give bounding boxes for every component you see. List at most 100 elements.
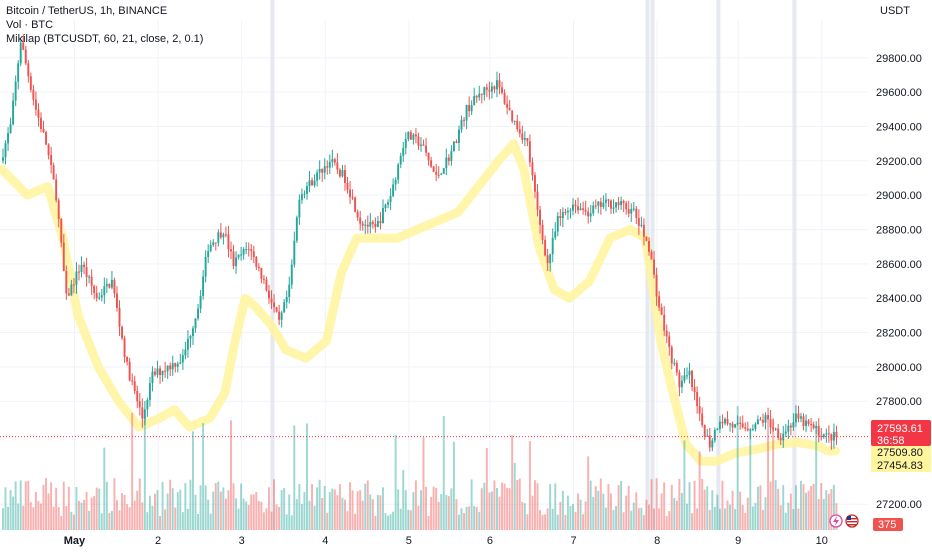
candle-body — [214, 242, 217, 244]
volume-bar — [306, 423, 308, 530]
candle-body — [718, 421, 721, 430]
candle-body — [141, 407, 144, 419]
volume-bar — [594, 486, 597, 530]
volume-bar — [749, 428, 752, 530]
candle-body — [640, 224, 643, 226]
candle-body — [526, 137, 529, 142]
volume-bar — [392, 511, 395, 530]
candle-body — [463, 119, 465, 121]
candle-body — [544, 239, 547, 256]
volume-bar — [2, 508, 4, 530]
candle-body — [597, 201, 600, 206]
volume-bar — [262, 512, 265, 530]
candle-body — [792, 422, 795, 428]
volume-bar — [156, 490, 159, 530]
volume-bar — [341, 497, 344, 530]
candle-body — [65, 271, 68, 294]
candle-body — [143, 409, 146, 419]
price-tick-label: 29800.00 — [876, 53, 922, 65]
candle-body — [338, 169, 341, 177]
candle-body — [176, 363, 179, 367]
candle-body — [539, 209, 541, 225]
candle-body — [414, 134, 417, 137]
volume-bar — [691, 513, 693, 530]
volume-bar — [207, 499, 210, 530]
volume-bar — [764, 497, 767, 530]
volume-bar — [490, 491, 493, 530]
candle-body — [784, 431, 787, 434]
symbol-title[interactable]: Bitcoin / TetherUS, 1h, BINANCE — [6, 5, 168, 17]
volume-bar — [192, 431, 194, 530]
volume-bar — [432, 486, 435, 530]
candle-body — [4, 143, 7, 158]
volume-bar — [161, 481, 164, 530]
time-tick-label: 9 — [735, 535, 741, 547]
volume-bar — [189, 479, 192, 530]
volume-bar — [273, 479, 275, 530]
volume-bar — [597, 490, 600, 530]
volume-bar — [501, 482, 503, 530]
candle-body — [349, 189, 351, 198]
candle-body — [440, 173, 443, 175]
volume-bar — [708, 510, 711, 530]
last-price-value: 27593.61 — [877, 423, 923, 435]
volume-bar — [412, 492, 415, 530]
volume-bars — [2, 406, 838, 530]
candle-body — [133, 381, 136, 391]
volume-bar — [721, 480, 724, 530]
candle-body — [303, 193, 306, 195]
volume-bar — [128, 507, 131, 530]
volume-bar — [754, 502, 757, 530]
candle-body — [121, 326, 123, 339]
candle-body — [387, 202, 389, 205]
candle-body — [549, 254, 552, 264]
volume-bar — [627, 485, 630, 530]
volume-bar — [42, 484, 45, 530]
candle-body — [336, 162, 339, 170]
candle-body — [19, 42, 22, 64]
volume-bar — [541, 514, 544, 530]
volume-bar — [55, 487, 58, 530]
candle-body — [217, 232, 220, 243]
candle-body — [128, 361, 131, 381]
candle-body — [435, 171, 438, 175]
candle-body — [589, 213, 592, 217]
candle-body — [354, 197, 357, 212]
volume-bar — [417, 505, 420, 530]
candle-body — [222, 234, 225, 238]
volume-bar — [227, 490, 230, 530]
candle-body — [326, 166, 329, 168]
candle-body — [12, 100, 15, 125]
volume-bar — [27, 480, 30, 530]
candle-body — [574, 204, 577, 207]
volume-bar — [645, 499, 648, 530]
candle-body — [572, 204, 574, 211]
volume-bar — [475, 506, 478, 530]
volume-bar — [587, 456, 590, 530]
indicator-study-label[interactable]: Mikilap (BTCUSDT, 60, 21, close, 2, 0.1) — [6, 33, 204, 45]
candle-body — [151, 371, 154, 384]
volume-bar — [830, 488, 833, 530]
volume-bar — [642, 515, 645, 530]
mikilap-indicator — [0, 139, 840, 466]
volume-bar — [29, 502, 32, 530]
candle-body — [40, 117, 42, 130]
volume-bar — [782, 485, 785, 530]
volume-bar — [521, 501, 524, 530]
time-tick-label: 8 — [654, 535, 660, 547]
candle-body — [252, 251, 255, 258]
volume-bar — [242, 498, 245, 530]
volume-bar — [523, 503, 526, 530]
volume-bar — [807, 490, 810, 530]
volume-bar — [50, 482, 53, 530]
candle-body — [197, 308, 199, 319]
candle-body — [663, 314, 666, 331]
volume-study-label[interactable]: Vol · BTC — [6, 19, 54, 31]
volume-bar — [817, 499, 820, 530]
candle-body — [615, 202, 617, 208]
candle-body — [521, 133, 524, 140]
volume-bar — [496, 488, 498, 530]
volume-bar — [574, 511, 577, 530]
